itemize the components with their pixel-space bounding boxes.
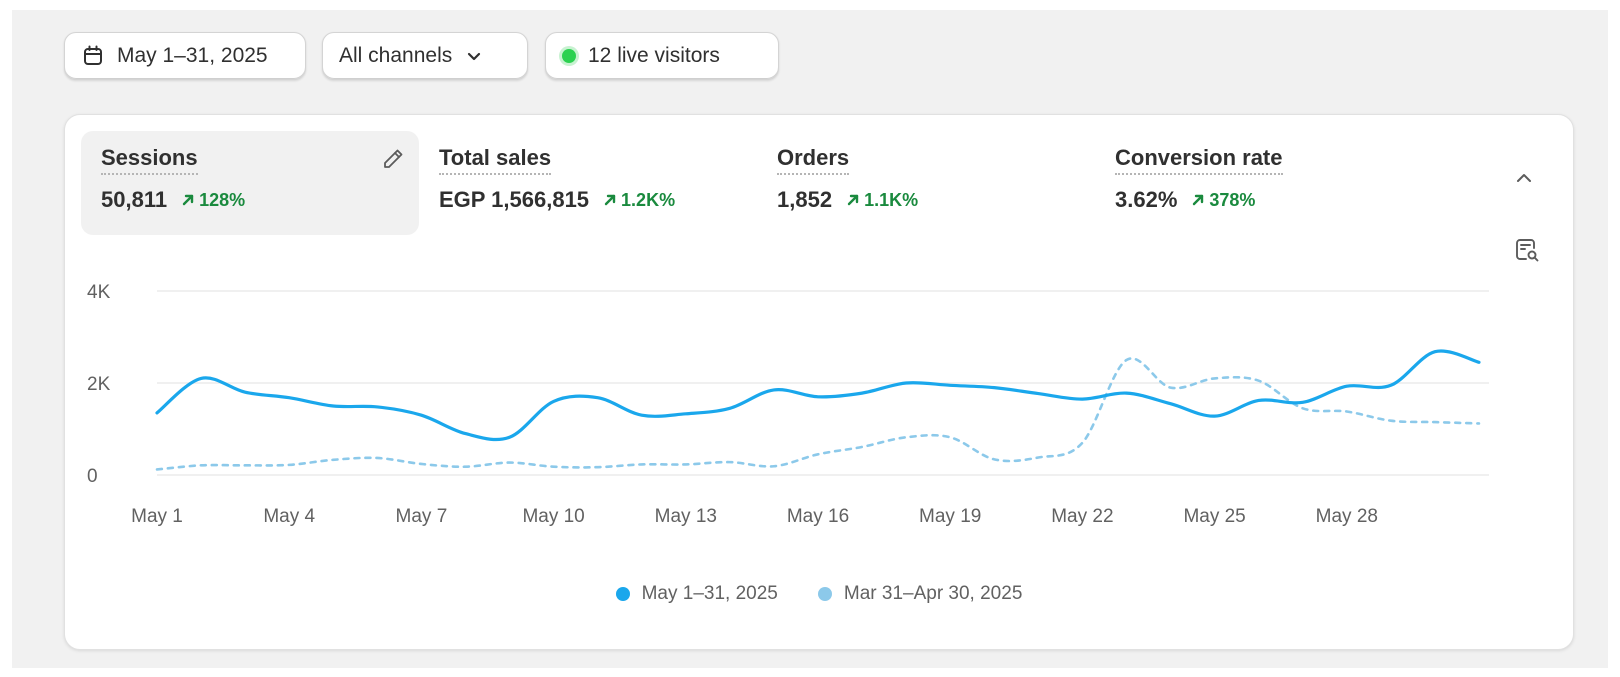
arrow-up-right-icon [182, 194, 194, 206]
metric-tile-total-sales[interactable]: Total sales EGP 1,566,815 1.2K% [419, 131, 757, 235]
metric-change-value: 378% [1209, 189, 1256, 210]
metric-title[interactable]: Conversion rate [1115, 145, 1283, 175]
metric-value: 1,852 [777, 187, 833, 212]
channels-dropdown[interactable]: All channels [322, 32, 528, 80]
series-line-current[interactable] [155, 349, 1481, 442]
y-tick-label: 0 [87, 466, 98, 487]
x-tick-label: May 25 [1183, 506, 1245, 527]
legend-dot-previous [817, 587, 832, 601]
live-status-dot [562, 49, 576, 63]
arrow-up-right-icon [1193, 194, 1204, 206]
y-tick-label: 2K [87, 374, 111, 395]
metric-value: 3.62% [1115, 187, 1178, 212]
x-tick-label: May 28 [1316, 506, 1378, 527]
date-range-label: May 1–31, 2025 [117, 44, 268, 67]
calendar-icon [84, 45, 102, 65]
series-line-previous[interactable] [155, 357, 1481, 471]
metric-change-value: 128% [199, 189, 246, 210]
chevron-up-icon[interactable] [1511, 165, 1537, 191]
x-tick-label: May 19 [919, 506, 981, 527]
metric-tile-sessions[interactable]: Sessions 50,811 128% [81, 131, 419, 235]
arrow-up-right-icon [604, 194, 616, 206]
x-tick-label: May 16 [787, 506, 849, 527]
metric-title[interactable]: Orders [777, 145, 850, 175]
x-tick-label: May 13 [655, 506, 717, 527]
x-tick-label: May 7 [396, 506, 448, 527]
legend-label-current: May 1–31, 2025 [641, 583, 778, 604]
legend-item-previous[interactable]: Mar 31–Apr 30, 2025 [817, 583, 1023, 605]
x-tick-label: May 10 [522, 506, 584, 527]
arrow-up-right-icon [847, 194, 859, 206]
metric-change: 128% [181, 190, 245, 211]
legend-dot-current [615, 587, 630, 601]
legend-item-current[interactable]: May 1–31, 2025 [615, 583, 778, 605]
metric-change: 378% [1191, 190, 1255, 211]
metric-value: 50,811 [101, 187, 168, 212]
sessions-line-chart: 0 2K 4K May 1 May 4 May 7 May 10 May 13 May 16 Ma… [87, 282, 1489, 527]
legend-label-previous: Mar 31–Apr 30, 2025 [843, 583, 1023, 604]
metric-change: 1.2K% [603, 190, 675, 211]
x-tick-label: May 22 [1051, 506, 1113, 527]
live-visitors-button[interactable]: 12 live visitors [545, 32, 779, 80]
chart-legend: May 1–31, 2025 Mar 31–Apr 30, 2025 [65, 583, 1573, 605]
x-tick-label: May 1 [131, 506, 183, 527]
metric-change-value: 1.1K% [864, 189, 919, 210]
channels-label: All channels [339, 44, 453, 67]
metrics-card: Sessions 50,811 128% Total sales EGP 1,5… [64, 114, 1574, 650]
search-document-icon[interactable] [1513, 237, 1541, 265]
metric-title[interactable]: Total sales [439, 145, 552, 175]
metric-tile-orders[interactable]: Orders 1,852 1.1K% [757, 131, 1095, 235]
y-tick-label: 4K [87, 282, 111, 303]
metric-value: EGP 1,566,815 [439, 187, 590, 212]
metric-title[interactable]: Sessions [101, 145, 198, 175]
metric-tile-conversion-rate[interactable]: Conversion rate 3.62% 378% [1095, 131, 1433, 235]
metric-change: 1.1K% [846, 190, 918, 211]
date-range-picker[interactable]: May 1–31, 2025 [64, 32, 306, 80]
live-visitors-label: 12 live visitors [588, 44, 720, 67]
x-tick-label: May 4 [263, 506, 315, 527]
chevron-down-icon [468, 52, 481, 61]
pencil-icon[interactable] [381, 147, 405, 171]
metric-change-value: 1.2K% [621, 189, 676, 210]
